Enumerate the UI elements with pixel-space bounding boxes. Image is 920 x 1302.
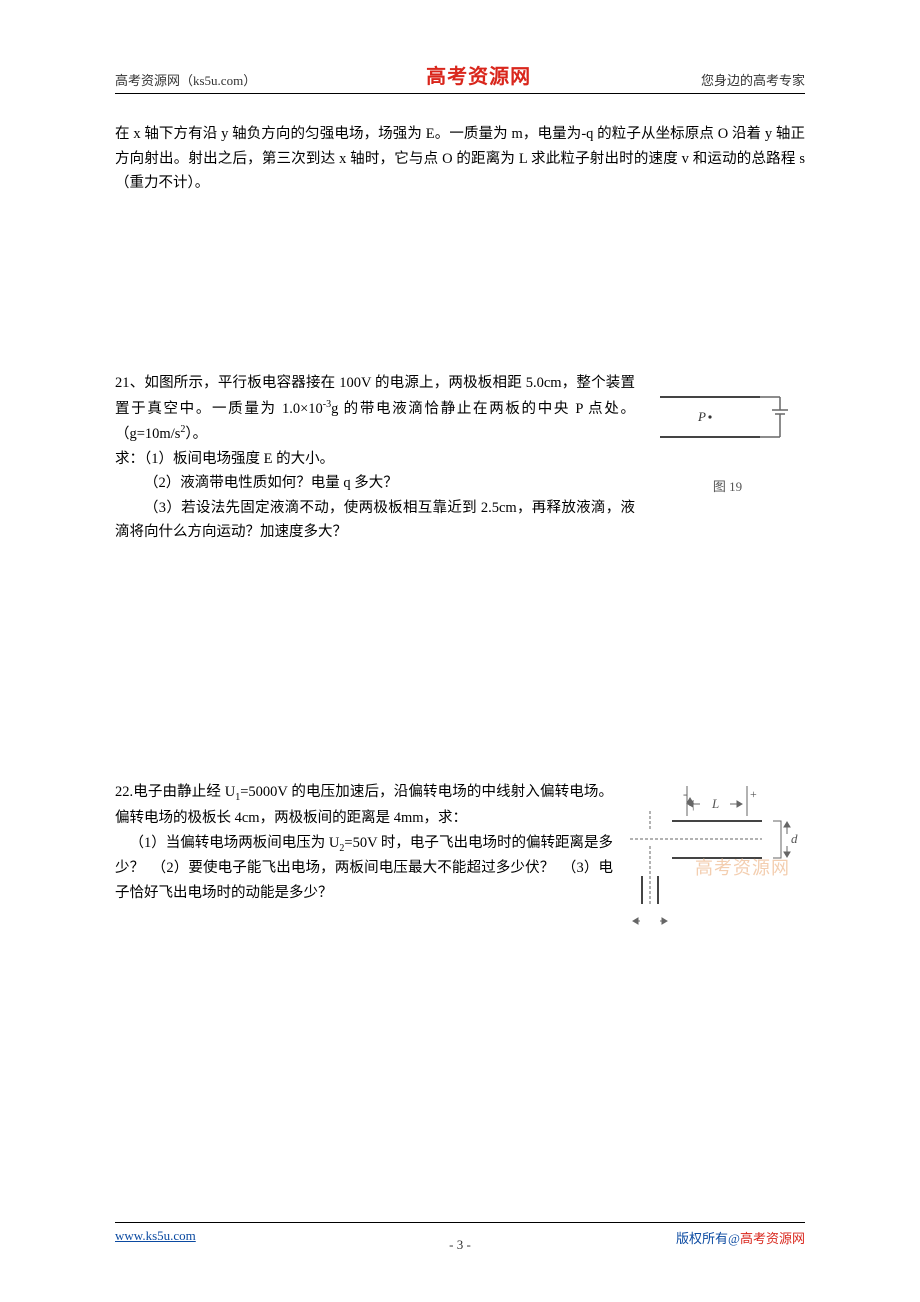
footer-copyright: 版权所有@高考资源网 (676, 1228, 805, 1247)
spacer-2 (115, 545, 805, 780)
p21-q1: 求：（1）板间电场强度 E 的大小。 (115, 447, 635, 472)
header-right: 您身边的高考专家 (701, 70, 805, 89)
p21-sup1: -3 (323, 399, 331, 410)
figure-19-caption: 图 19 (650, 476, 805, 495)
problem-20: 在 x 轴下方有沿 y 轴负方向的匀强电场，场强为 E。一质量为 m，电量为-q… (115, 122, 805, 196)
p21-l1t2: ）。 (185, 426, 207, 442)
footer-url: www.ks5u.com (115, 1228, 196, 1244)
spacer-1 (115, 196, 805, 371)
p22-l1: 22.电子由静止经 U (115, 784, 235, 800)
header-left: 高考资源网（ks5u.com） (115, 70, 256, 89)
watermark: 高考资源网 (695, 854, 790, 880)
footer-site-name: 高考资源网 (740, 1231, 805, 1246)
p21-q3: （3）若设法先固定液滴不动，使两极板相互靠近到 2.5cm，再释放液滴，液滴将向… (115, 496, 635, 545)
problem-21-text: 21、如图所示，平行板电容器接在 100V 的电源上，两极板相距 5.0cm，整… (115, 371, 635, 545)
p22-q1a: （1）当偏转电场两板间电压为 U (130, 835, 340, 851)
header-center-logo: 高考资源网 (426, 60, 531, 89)
label-d: d (791, 831, 798, 846)
svg-text:+: + (750, 787, 757, 801)
figure-19: P 图 19 (650, 371, 805, 495)
svg-text:-: - (683, 787, 687, 801)
footer-copy-text: 版权所有@ (676, 1231, 740, 1246)
problem-22-text: 22.电子由静止经 U1=5000V 的电压加速后，沿偏转电场的中线射入偏转电场… (115, 780, 613, 906)
problem-21: 21、如图所示，平行板电容器接在 100V 的电源上，两极板相距 5.0cm，整… (115, 371, 805, 545)
page-header: 高考资源网（ks5u.com） 高考资源网 您身边的高考专家 (115, 60, 805, 94)
footer-page-number: - 3 - (449, 1237, 471, 1253)
p21-q2: （2）液滴带电性质如何？电量 q 多大？ (115, 471, 635, 496)
page-footer: www.ks5u.com - 3 - 版权所有@高考资源网 (115, 1222, 805, 1247)
label-L: L (711, 796, 719, 811)
problem-20-text: 在 x 轴下方有沿 y 轴负方向的匀强电场，场强为 E。一质量为 m，电量为-q… (115, 126, 805, 191)
point-p-label: P (697, 409, 706, 424)
figure-19-svg: P (650, 377, 805, 467)
